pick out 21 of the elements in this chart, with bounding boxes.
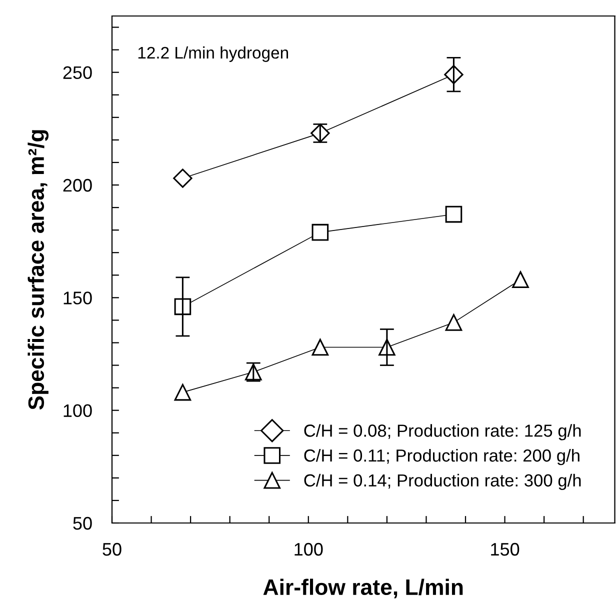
point — [445, 206, 462, 223]
y-tick-label: 200 — [63, 178, 92, 192]
y-tick-label: 50 — [73, 516, 92, 530]
legend-label: C/H = 0.14; Production rate: 300 g/h — [304, 474, 581, 490]
legend-label: C/H = 0.11; Production rate: 200 g/h — [304, 448, 580, 466]
point — [445, 314, 462, 331]
point — [512, 271, 529, 288]
y-tick-label: 100 — [64, 404, 92, 418]
x-tick-label: 50 — [102, 542, 122, 556]
y-tick-label: 150 — [64, 292, 92, 304]
legend-label: C/H = 0.08; Production rate: 125 g/h — [304, 424, 581, 440]
x-tick-label: 100 — [294, 542, 323, 556]
point — [173, 168, 192, 188]
point — [312, 224, 329, 241]
y-axis-title: Specific surface area, m²/g — [28, 130, 49, 410]
x-axis-title: Air-flow rate, L/min — [263, 578, 463, 598]
point — [174, 384, 192, 401]
annotation: 12.2 L/min hydrogen — [138, 46, 288, 62]
x-tick-label: 150 — [491, 542, 520, 556]
point — [312, 338, 329, 356]
y-tick-label: 250 — [63, 66, 92, 80]
